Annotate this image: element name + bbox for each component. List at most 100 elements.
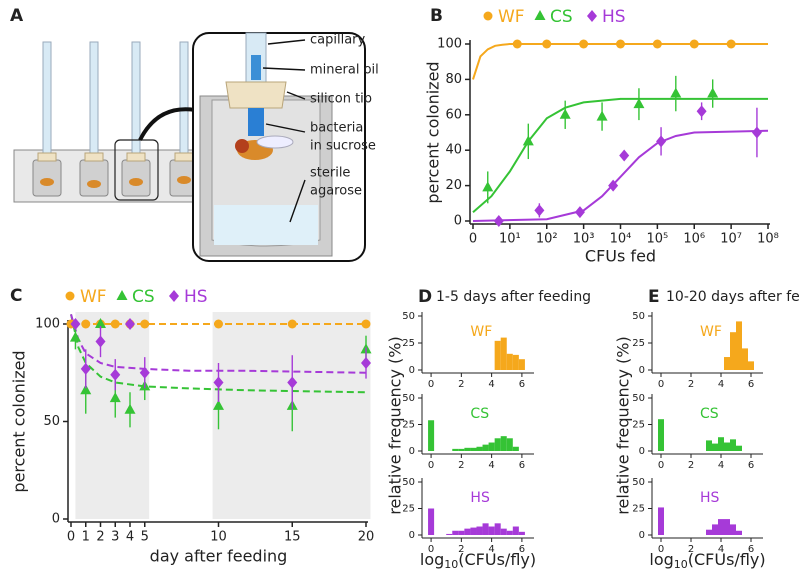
x-tick-label: 20: [358, 530, 375, 545]
y-tick-label: 50: [632, 311, 645, 322]
marker: [670, 87, 682, 98]
y-tick-label: 0: [639, 365, 645, 376]
histogram-bar: [724, 519, 730, 535]
x-tick-label: 10²: [536, 232, 558, 247]
x-tick-label: 6: [519, 379, 525, 390]
fit-curve: [70, 314, 367, 394]
histogram-bar: [500, 337, 507, 370]
legend-marker: [587, 10, 597, 22]
panel-title: 10-20 days after feeding: [666, 289, 800, 305]
y-tick-label: 60: [445, 107, 462, 122]
fly-wing: [256, 135, 294, 149]
histogram-bar: [506, 353, 513, 370]
marker: [80, 384, 92, 395]
marker: [596, 110, 608, 121]
legend-marker: [65, 291, 75, 301]
y-tick-label: 50: [632, 393, 645, 404]
y-tick-label: 100: [437, 37, 462, 52]
histogram-bar: [724, 442, 730, 451]
marker: [512, 39, 522, 49]
legend-label: HS: [184, 287, 208, 307]
histogram-bar: [742, 348, 748, 370]
panel-label: D: [418, 287, 432, 307]
legend-label: WF: [80, 287, 107, 307]
y-tick-label: 0: [409, 446, 415, 457]
histogram-bar: [658, 507, 664, 535]
zoom-box: [114, 139, 159, 201]
x-tick-label: 6: [748, 379, 754, 390]
marker: [482, 181, 494, 192]
histogram-bar: [730, 332, 736, 370]
series-label: CS: [700, 406, 719, 422]
x-axis-label-part: (CFUs/fly): [458, 550, 536, 569]
callout-text: bacteria: [310, 121, 363, 136]
marker: [361, 319, 371, 329]
histogram-bar: [458, 530, 465, 535]
y-tick-label: 50: [402, 477, 415, 488]
histogram-bar: [712, 524, 718, 535]
histogram-bar: [464, 447, 471, 451]
x-tick-label: 2: [96, 530, 104, 545]
x-tick-label: 10⁸: [757, 232, 779, 247]
histogram-bar: [718, 437, 724, 451]
y-tick-label: 25: [632, 338, 645, 349]
bacteria-column: [248, 108, 264, 136]
x-tick-label: 6: [519, 544, 525, 555]
histogram-bar: [712, 443, 718, 451]
y-tick-label: 0: [409, 530, 415, 541]
y-axis-label: percent colonized: [424, 61, 443, 203]
legend-marker: [116, 290, 128, 300]
x-tick-label: 1: [82, 530, 90, 545]
y-tick-label: 25: [632, 420, 645, 431]
histogram-bar: [518, 531, 525, 535]
x-axis-label-part: 10: [444, 558, 458, 571]
histogram-bar: [494, 523, 501, 535]
shaded-period: [75, 312, 150, 519]
y-tick-label: 0: [639, 530, 645, 541]
x-tick-label: 4: [718, 544, 724, 555]
histogram-bar: [482, 444, 489, 451]
histogram-bar: [748, 361, 754, 370]
histogram-bar: [730, 524, 736, 535]
marker: [559, 108, 571, 119]
histogram-bar: [500, 528, 507, 535]
histogram-bar: [470, 527, 477, 535]
x-axis-label-part: log: [420, 550, 444, 569]
series-label: HS: [700, 490, 720, 506]
mineral-oil: [251, 55, 261, 80]
marker: [139, 366, 150, 379]
y-tick-label: 50: [43, 414, 60, 429]
x-tick-label: 2: [688, 379, 694, 390]
histogram-bar: [446, 533, 453, 535]
x-axis-label-part: 10: [674, 558, 688, 571]
callout-text: capillary: [310, 33, 366, 48]
marker: [213, 399, 224, 410]
y-tick-label: 0: [639, 446, 645, 457]
histogram-bar: [658, 419, 664, 451]
panel-label: C: [10, 286, 22, 306]
x-tick-label: 0: [428, 379, 434, 390]
y-tick-label: 20: [445, 178, 462, 193]
panel-label: B: [430, 6, 443, 26]
marker: [95, 335, 106, 348]
histogram-bar: [512, 354, 519, 370]
y-tick-label: 25: [632, 504, 645, 515]
histogram-bar: [452, 448, 459, 451]
x-tick-label: 6: [519, 460, 525, 471]
histogram-bar: [428, 508, 435, 535]
fit-curve: [472, 43, 768, 80]
marker: [522, 135, 534, 146]
panel-label: E: [648, 287, 660, 307]
legend-label: CS: [550, 7, 573, 27]
histogram-bar: [470, 447, 477, 451]
y-tick-label: 25: [402, 338, 415, 349]
histogram-bar: [706, 440, 712, 451]
histogram-bar: [506, 438, 513, 451]
marker: [214, 319, 223, 329]
y-tick-label: 80: [445, 72, 462, 87]
marker: [109, 392, 121, 403]
marker: [493, 215, 504, 227]
x-tick-label: 6: [748, 544, 754, 555]
marker: [534, 204, 545, 217]
